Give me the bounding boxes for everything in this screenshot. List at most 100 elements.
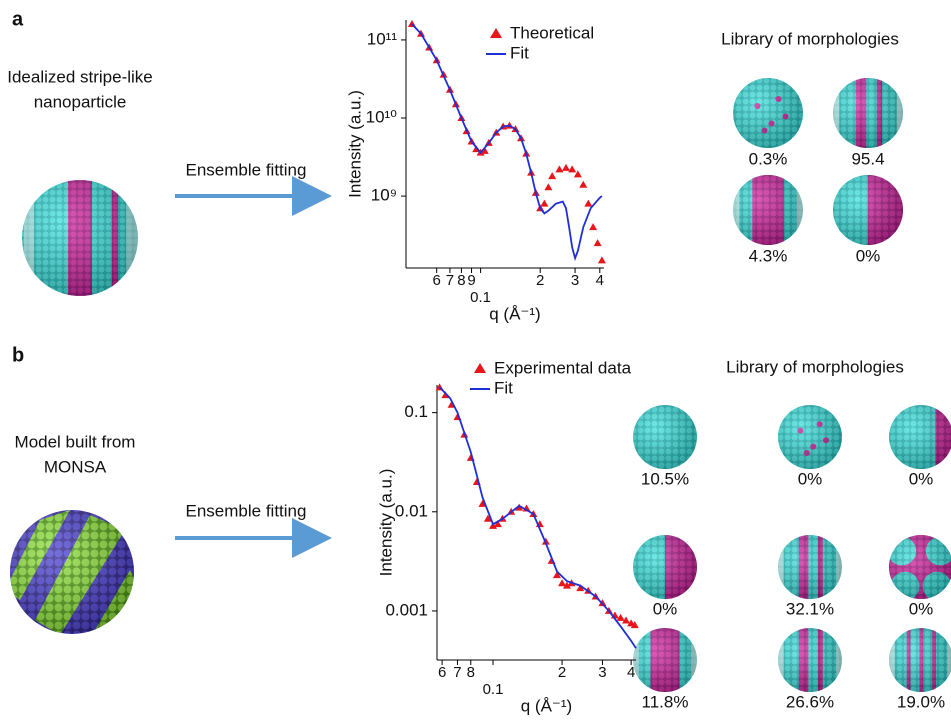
legend-swatch [490,28,502,38]
data-point [597,256,606,264]
particle-body [889,535,951,599]
x-tick-label: 4 [627,664,635,681]
panel-label: b [12,344,24,366]
morphology-particle [633,628,697,692]
morphology-particle [889,405,951,469]
arrow-label: Ensemble fitting [186,501,307,520]
y-axis-label: Intensity (a.u.) [345,90,364,198]
data-point [562,163,571,171]
x-axis-label: q (Å⁻¹) [521,696,572,715]
morphology-particle [778,405,842,469]
library-weight: 0% [856,246,881,265]
x-tick-label: 3 [571,272,579,289]
fit-line [438,386,637,649]
x-tick-label: 0.1 [483,681,504,698]
model-particle-b [10,510,134,634]
legend-label: Theoretical [510,23,594,42]
data-point [489,521,498,529]
y-tick-label: 0.001 [385,600,428,619]
shade [833,175,903,245]
y-axis-label: Intensity (a.u.) [376,469,395,577]
x-axis-label: q (Å⁻¹) [489,304,540,323]
particle-body [733,175,803,245]
x-tick-label: 7 [453,664,461,681]
x-tick-label: 6 [438,664,446,681]
library-weight: 95.4 [851,149,884,168]
y-tick-label: 0.01 [395,501,428,520]
x-tick-label: 0.1 [470,289,491,306]
morphology-particle [778,628,842,692]
particle-body [633,535,697,599]
shade [889,405,951,469]
shade [778,628,842,692]
particle-body [633,405,697,469]
shade [889,535,951,599]
data-point [483,514,492,522]
data-point [584,199,593,207]
data-point [576,584,585,592]
x-tick-label: 4 [596,272,604,289]
data-point [480,146,489,154]
library-weight: 10.5% [641,469,689,488]
y-tick-label: 0.1 [404,402,428,421]
particle-body [833,78,903,148]
data-point [562,581,571,589]
particle-body [733,78,803,148]
x-tick-label: 8 [467,664,475,681]
shade [778,405,842,469]
library-title: Library of morphologies [726,357,904,376]
model-particle-a [22,180,138,296]
legend-label: Fit [494,378,513,397]
x-tick-label: 9 [467,272,475,289]
panel-label: a [12,8,24,30]
data-point [478,499,487,507]
data-point [579,180,588,188]
data-point [552,571,561,579]
morphology-particle [733,175,803,245]
particle-body [889,628,951,692]
arrow-label: Ensemble fitting [186,160,307,179]
data-point [573,170,582,178]
y-tick-label: 10⁹ [371,186,397,205]
x-tick-label: 2 [536,272,544,289]
shade [633,535,697,599]
library-weight: 26.6% [786,692,834,711]
shade [833,78,903,148]
shade [778,535,842,599]
data-point [616,613,625,621]
morphology-particle [733,78,803,148]
shade [633,628,697,692]
model-caption: MONSA [44,457,107,476]
morphology-particle [889,628,951,692]
y-tick-label: 10¹⁰ [366,108,398,127]
data-point [515,503,524,511]
library-weight: 19.0% [897,692,945,711]
library-weight: 0% [909,599,934,618]
morphology-particle [889,535,951,599]
data-point [593,239,602,247]
fit-line [411,23,603,262]
library-weight: 11.8% [642,692,689,711]
library-weight: 4.3% [749,246,788,265]
model-caption: Model built from [15,432,136,451]
data-point [568,165,577,173]
x-tick-label: 3 [598,664,606,681]
particle-body [889,405,951,469]
shade [733,78,803,148]
data-point [544,183,553,191]
data-point [589,223,598,231]
model-caption: Idealized stripe-like [7,67,153,86]
shade [633,405,697,469]
library-weight: 32.1% [786,599,834,618]
morphology-particle [633,535,697,599]
legend-swatch [474,363,486,373]
shade [733,175,803,245]
library-weight: 0% [909,469,934,488]
model-caption: nanoparticle [34,92,127,111]
morphology-particle [633,405,697,469]
data-point [630,621,639,629]
particle-body [833,175,903,245]
data-point [622,616,631,624]
morphology-particle [778,535,842,599]
